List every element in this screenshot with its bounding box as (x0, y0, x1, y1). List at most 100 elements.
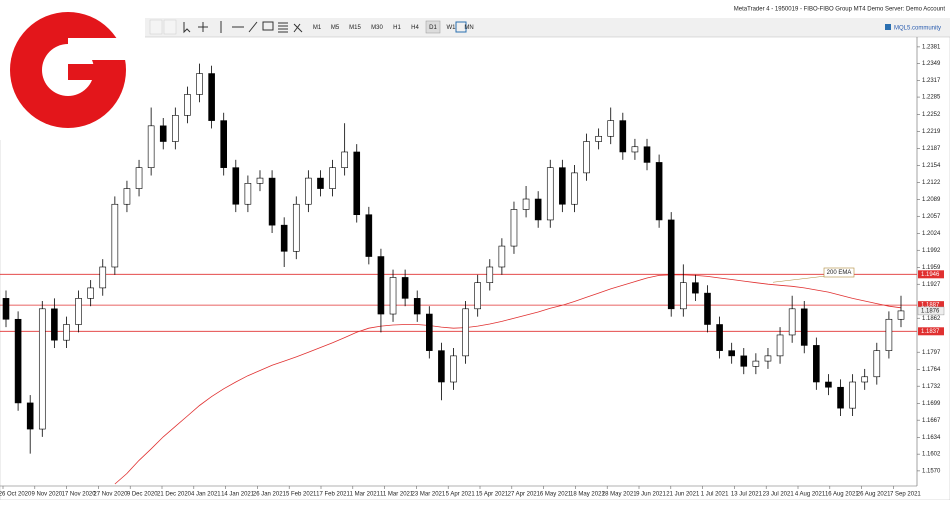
tool-button[interactable] (149, 19, 163, 35)
shapes-tool[interactable] (293, 23, 303, 33)
candle-body (692, 282, 699, 294)
timeframe-button[interactable]: M30 (371, 25, 383, 31)
date-label: 26 Aug 2021 (857, 492, 891, 498)
level-label: 1.1946 (921, 272, 940, 278)
candle-body (522, 198, 530, 210)
price-label: 1.2057 (922, 214, 941, 220)
cursor-tool[interactable] (183, 22, 191, 34)
price-label: 1.2154 (922, 163, 941, 169)
templates-tool[interactable] (455, 21, 467, 33)
candle-body (2, 298, 10, 320)
date-label: 23 Jul 2021 (763, 492, 795, 498)
candle-body (184, 94, 191, 116)
price-label: 1.2089 (922, 197, 941, 203)
candle-body (280, 224, 288, 252)
current-price-tag (917, 306, 945, 316)
candle-body (26, 402, 34, 430)
candle-body (172, 115, 179, 142)
fibo-tool[interactable] (278, 22, 288, 33)
timeframe-active (425, 20, 441, 34)
price-label: 1.1667 (922, 418, 941, 424)
timeframe-button[interactable]: W1 (447, 25, 457, 31)
candle-body (667, 219, 675, 310)
candle-body (752, 360, 760, 367)
text-tool[interactable] (262, 21, 274, 31)
crosshair-tool[interactable] (198, 22, 208, 32)
price-label: 1.2349 (922, 61, 941, 67)
candle-body (305, 177, 312, 205)
ema-label: 200 EMA (827, 270, 852, 276)
level-label: 1.1887 (921, 303, 940, 309)
candle-body (583, 141, 590, 174)
price-label: 1.2122 (922, 180, 941, 186)
candle-body (329, 167, 336, 189)
price-label: 1.1927 (922, 282, 941, 288)
date-label: 5 Apr 2021 (446, 492, 476, 498)
candle-body (813, 345, 820, 383)
candle-body (256, 177, 264, 184)
trendline-tool[interactable] (248, 21, 258, 33)
candle-body (365, 214, 373, 257)
candle-body (559, 167, 566, 205)
mql5-link[interactable]: MQL5.community (894, 26, 941, 32)
candle-body (510, 209, 518, 247)
candle-body (159, 125, 167, 142)
candle-body (740, 355, 748, 367)
candle-body (885, 318, 893, 351)
candle-body (897, 310, 905, 320)
candle-body (196, 73, 203, 95)
price-label: 1.2187 (922, 146, 941, 152)
date-label: 26 Jan 2021 (253, 492, 287, 498)
level-tag (918, 301, 944, 310)
ema-callout (823, 267, 855, 278)
candle-body (849, 381, 856, 409)
candle-body (135, 167, 143, 189)
date-label: 4 Jan 2021 (191, 492, 221, 498)
candle-body (450, 355, 457, 383)
price-label: 1.1634 (922, 435, 941, 441)
candle-body (268, 177, 276, 226)
chart-area (0, 36, 950, 501)
candle-body (643, 146, 651, 163)
price-label: 1.2252 (922, 112, 941, 118)
timeframe-button[interactable]: M5 (331, 25, 340, 31)
candle-body (571, 172, 578, 205)
timeframe-button[interactable]: H1 (393, 25, 401, 31)
candle-body (788, 308, 796, 336)
candle-body (438, 350, 445, 383)
candle-body (546, 167, 554, 221)
level-tag (918, 270, 944, 279)
title-bar (0, 0, 950, 18)
candle-body (75, 298, 82, 325)
candle-body (292, 203, 300, 252)
timeframe-button[interactable]: M15 (349, 25, 361, 31)
current-price-label: 1.1876 (921, 308, 940, 314)
timeframe-button[interactable]: MN (464, 25, 473, 31)
date-label: 27 Apr 2021 (508, 492, 541, 498)
candle-body (607, 120, 615, 137)
candle-body (232, 167, 240, 205)
logo-bar (68, 64, 102, 80)
date-label: 4 Aug 2021 (795, 492, 826, 498)
candle-body (595, 135, 602, 142)
price-label: 1.1732 (922, 384, 941, 390)
price-label: 1.1764 (922, 367, 941, 373)
date-label: 17 Nov 2020 (62, 492, 97, 498)
candle-body (474, 282, 481, 310)
timeframe-button[interactable]: D1 (429, 25, 437, 31)
timeframe-button[interactable]: M1 (313, 25, 322, 31)
candle-body (38, 308, 46, 430)
date-label: 9 Dec 2020 (127, 492, 158, 498)
candle-body (208, 73, 215, 121)
date-label: 11 Mar 2021 (380, 492, 414, 498)
tool-button[interactable] (163, 19, 177, 35)
price-label: 1.2381 (922, 44, 941, 50)
date-label: 14 Jan 2021 (221, 492, 255, 498)
timeframe-button[interactable]: H4 (411, 25, 419, 31)
date-label: 17 Feb 2021 (316, 492, 350, 498)
candle-body (655, 162, 663, 221)
candle-body (704, 292, 711, 325)
candle-body (837, 386, 844, 409)
toolbar-tools (149, 19, 467, 35)
candle-body (220, 120, 228, 168)
